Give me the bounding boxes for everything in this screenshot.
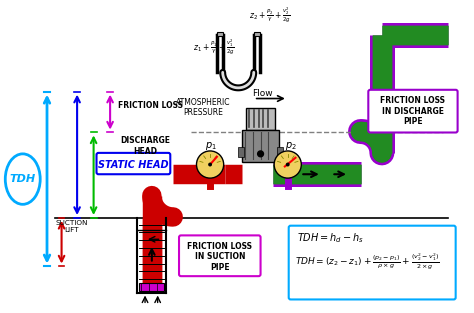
Text: $TDH=h_d-h_s$: $TDH=h_d-h_s$: [298, 231, 365, 245]
Text: SUCTION
LIFT: SUCTION LIFT: [56, 220, 88, 233]
Text: $p_2$: $p_2$: [285, 140, 297, 152]
Bar: [238, 147, 244, 157]
Text: TDH: TDH: [9, 174, 36, 184]
Text: Flow: Flow: [252, 89, 273, 98]
FancyBboxPatch shape: [179, 235, 261, 276]
FancyBboxPatch shape: [97, 153, 170, 174]
Bar: [254, 32, 260, 36]
Ellipse shape: [5, 154, 40, 204]
Text: STATIC HEAD: STATIC HEAD: [98, 160, 169, 170]
Circle shape: [208, 162, 212, 167]
Circle shape: [274, 151, 301, 178]
Circle shape: [197, 151, 224, 178]
Text: $p_1$: $p_1$: [205, 140, 217, 152]
Circle shape: [258, 151, 264, 157]
Text: DISCHARGE
HEAD: DISCHARGE HEAD: [120, 136, 170, 156]
Text: FRICTION LOSS: FRICTION LOSS: [118, 101, 183, 110]
FancyBboxPatch shape: [368, 90, 457, 132]
Bar: [277, 147, 283, 157]
Bar: [139, 283, 164, 291]
Text: FRICTION LOSS
IN DISCHARGE
PIPE: FRICTION LOSS IN DISCHARGE PIPE: [381, 96, 446, 126]
Text: $TDH=(z_2-z_1)+\frac{(p_2-p_1)}{\rho \times g}+\frac{(v_2^2-v_1^2)}{2 \times g}$: $TDH=(z_2-z_1)+\frac{(p_2-p_1)}{\rho \ti…: [294, 251, 439, 271]
Bar: [242, 130, 279, 162]
Circle shape: [286, 162, 290, 167]
Bar: [217, 32, 223, 36]
Bar: [246, 108, 275, 130]
Text: FRICTION LOSS
IN SUCTION
PIPE: FRICTION LOSS IN SUCTION PIPE: [187, 242, 252, 272]
Text: $z_2+\frac{P_2}{\gamma}+\frac{v_2^2}{2g}$: $z_2+\frac{P_2}{\gamma}+\frac{v_2^2}{2g}…: [249, 5, 291, 25]
Text: ATMOSPHERIC
PRESSURE: ATMOSPHERIC PRESSURE: [176, 98, 231, 117]
Text: $z_1+\frac{P_1}{\gamma}+\frac{v_1^2}{2g}$: $z_1+\frac{P_1}{\gamma}+\frac{v_1^2}{2g}…: [192, 37, 235, 57]
FancyBboxPatch shape: [289, 226, 456, 300]
